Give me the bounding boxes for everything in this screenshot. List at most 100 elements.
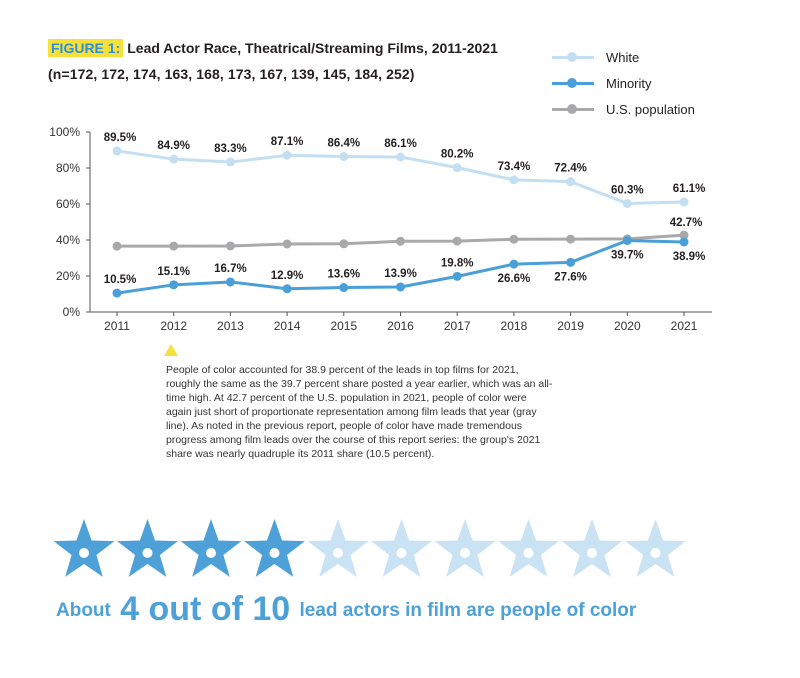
data-point-minority	[396, 282, 405, 292]
data-point-us-population	[225, 241, 235, 251]
data-point-minority	[339, 283, 349, 293]
chart-note: People of color accounted for 38.9 perce…	[166, 364, 553, 460]
star-filled-icon	[117, 519, 178, 577]
x-tick-label: 2020	[614, 319, 641, 333]
data-point-minority	[622, 236, 632, 246]
x-tick-label: 2016	[387, 319, 414, 333]
callout-prefix: About	[56, 600, 111, 621]
y-tick-label: 40%	[56, 233, 80, 247]
x-tick-label: 2021	[671, 319, 698, 333]
data-point-white	[169, 154, 179, 164]
legend-swatch-white	[552, 51, 594, 63]
data-point-us-population	[396, 236, 405, 246]
star-empty-icon	[561, 519, 623, 577]
data-point-minority	[225, 277, 235, 287]
star-filled-icon	[53, 519, 115, 577]
x-tick-label: 2014	[274, 319, 301, 333]
data-label-white: 83.3%	[214, 143, 247, 155]
data-point-us-population	[282, 239, 292, 249]
star-center-dot-icon	[142, 548, 153, 558]
data-point-white	[225, 157, 235, 167]
data-label-white: 60.3%	[611, 184, 644, 196]
data-label-minority: 38.9%	[673, 251, 706, 263]
data-point-white	[112, 146, 122, 156]
legend-swatch-us-population	[552, 103, 594, 115]
star-center-dot-icon	[587, 548, 597, 558]
data-point-white	[679, 197, 689, 207]
data-label-white: 86.4%	[327, 137, 360, 149]
star-rating-row	[53, 519, 686, 577]
data-label-minority: 10.5%	[104, 274, 137, 286]
x-tick-label: 2018	[501, 319, 528, 333]
data-point-us-population	[112, 241, 122, 251]
star-empty-icon	[625, 519, 686, 577]
callout: About 4 out of 10 lead actors in film ar…	[56, 590, 636, 629]
data-label-minority: 15.1%	[157, 266, 190, 278]
data-point-minority	[679, 237, 689, 247]
note-marker-icon	[164, 344, 178, 356]
star-center-dot-icon	[79, 548, 89, 558]
data-point-white	[566, 177, 576, 187]
callout-number: 4 out of 10	[120, 590, 291, 628]
star-empty-icon	[434, 519, 496, 577]
y-tick-label: 0%	[63, 305, 81, 319]
data-point-white	[452, 163, 462, 173]
data-point-white	[396, 152, 405, 162]
star-center-dot-icon	[523, 548, 534, 558]
x-tick-label: 2012	[160, 319, 187, 333]
x-tick-label: 2017	[444, 319, 471, 333]
figure-title-line: FIGURE 1: Lead Actor Race, Theatrical/Str…	[48, 38, 548, 58]
data-label-white: 80.2%	[441, 149, 474, 161]
star-center-dot-icon	[333, 548, 343, 558]
data-label-minority: 27.6%	[554, 271, 587, 283]
star-center-dot-icon	[650, 548, 661, 558]
legend-item-minority: Minority	[552, 70, 752, 96]
data-point-us-population	[169, 241, 179, 251]
figure-subtitle: (n=172, 172, 174, 163, 168, 173, 167, 13…	[48, 66, 415, 82]
data-label-minority: 16.7%	[214, 263, 247, 275]
data-point-white	[282, 150, 292, 160]
legend-item-white: White	[552, 44, 752, 70]
data-point-us-population	[566, 234, 576, 244]
data-point-white	[509, 175, 519, 185]
data-label-minority: 13.9%	[384, 268, 417, 280]
data-point-white	[622, 198, 632, 208]
data-label-minority: 12.9%	[271, 270, 304, 282]
y-tick-label: 60%	[56, 197, 80, 211]
data-label-minority: 19.8%	[441, 257, 474, 269]
data-label-minority: 39.7%	[611, 250, 644, 262]
star-filled-icon	[180, 519, 242, 577]
data-label-white: 89.5%	[104, 132, 137, 144]
x-tick-label: 2015	[330, 319, 357, 333]
data-point-us-population	[452, 236, 462, 246]
data-label-us-population: 42.7%	[670, 217, 703, 229]
data-label-white: 86.1%	[384, 138, 417, 150]
data-label-minority: 13.6%	[327, 269, 360, 281]
x-tick-label: 2019	[557, 319, 584, 333]
legend-item-us-population: U.S. population	[552, 96, 752, 122]
data-point-minority	[169, 280, 179, 290]
legend-label-minority: Minority	[606, 75, 652, 91]
star-filled-icon	[244, 519, 305, 577]
y-tick-label: 20%	[56, 269, 80, 283]
y-tick-label: 100%	[49, 125, 80, 139]
data-point-minority	[452, 271, 462, 281]
data-label-white: 73.4%	[498, 161, 531, 173]
star-empty-icon	[498, 519, 559, 577]
star-center-dot-icon	[460, 548, 470, 558]
x-tick-label: 2013	[217, 319, 244, 333]
x-tick-label: 2011	[104, 319, 130, 333]
figure-header: FIGURE 1: Lead Actor Race, Theatrical/Str…	[48, 38, 548, 84]
data-label-white: 84.9%	[157, 140, 190, 152]
star-empty-icon	[371, 519, 432, 577]
figure-tag: FIGURE 1:	[48, 39, 124, 57]
legend-swatch-minority	[552, 77, 594, 89]
data-label-white: 72.4%	[554, 163, 587, 175]
star-center-dot-icon	[269, 548, 280, 558]
data-point-minority	[566, 257, 576, 267]
data-label-white: 87.1%	[271, 136, 304, 148]
data-point-us-population	[339, 239, 349, 249]
data-point-minority	[282, 284, 292, 294]
chart-legend: White Minority U.S. population	[552, 44, 752, 122]
